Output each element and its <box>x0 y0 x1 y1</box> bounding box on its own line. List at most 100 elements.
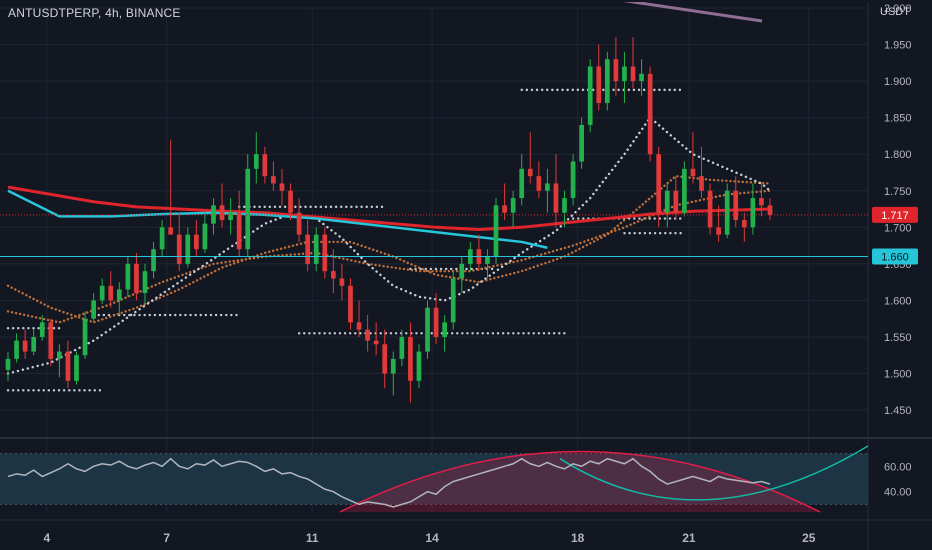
candle[interactable] <box>408 322 413 403</box>
candle[interactable] <box>48 318 54 367</box>
last-price-label: 1.717 <box>872 206 918 223</box>
candle[interactable] <box>288 183 293 220</box>
candle[interactable] <box>14 333 19 363</box>
candle[interactable] <box>194 220 199 257</box>
candle[interactable] <box>570 154 576 206</box>
candle[interactable] <box>510 190 516 228</box>
candle[interactable] <box>733 176 739 228</box>
candle[interactable] <box>639 59 644 96</box>
x-tick-label: 7 <box>163 531 170 545</box>
candle[interactable] <box>39 315 45 341</box>
candle-body <box>262 154 268 177</box>
candle[interactable] <box>74 351 79 385</box>
candle[interactable] <box>690 132 696 184</box>
candle[interactable] <box>716 205 721 242</box>
candle[interactable] <box>159 220 165 257</box>
candle[interactable] <box>596 44 602 111</box>
x-tick-label: 4 <box>43 531 50 545</box>
candle[interactable] <box>296 198 302 242</box>
candle[interactable] <box>5 351 11 381</box>
candle[interactable] <box>57 344 62 378</box>
candle[interactable] <box>767 198 773 220</box>
level-price-label: 1.660 <box>872 248 918 265</box>
candle[interactable] <box>741 212 747 242</box>
candle[interactable] <box>724 183 730 239</box>
candle[interactable] <box>485 249 490 279</box>
candle[interactable] <box>151 241 156 279</box>
candle[interactable] <box>450 271 456 330</box>
candle[interactable] <box>322 227 328 279</box>
candle[interactable] <box>527 132 533 184</box>
candle[interactable] <box>664 183 670 228</box>
candle[interactable] <box>262 146 268 184</box>
candle[interactable] <box>416 344 422 389</box>
candle[interactable] <box>536 161 542 199</box>
candle-body <box>142 271 148 294</box>
candle[interactable] <box>305 220 311 272</box>
candle[interactable] <box>176 212 182 272</box>
candle[interactable] <box>65 340 71 389</box>
candle[interactable] <box>433 293 439 345</box>
candle[interactable] <box>313 227 319 272</box>
candle[interactable] <box>142 263 148 305</box>
y-tick-label: 1.600 <box>884 295 912 307</box>
candle[interactable] <box>759 183 764 217</box>
candle[interactable] <box>425 300 430 359</box>
candle[interactable] <box>168 139 174 235</box>
candle[interactable] <box>91 293 96 323</box>
candle[interactable] <box>382 329 388 389</box>
candle[interactable] <box>604 51 610 111</box>
candle[interactable] <box>613 37 619 96</box>
candle[interactable] <box>699 146 704 199</box>
candle[interactable] <box>108 271 114 308</box>
y-tick-label: 1.850 <box>884 113 912 125</box>
candle[interactable] <box>587 59 593 133</box>
candle-body <box>194 234 199 250</box>
candle[interactable] <box>99 278 105 305</box>
y-tick-label: 1.700 <box>884 222 912 234</box>
candle[interactable] <box>253 132 259 184</box>
candle[interactable] <box>228 198 233 235</box>
candle[interactable] <box>356 300 362 337</box>
candle-body <box>91 300 96 319</box>
candle[interactable] <box>339 263 345 301</box>
candle[interactable] <box>271 161 276 191</box>
candle[interactable] <box>630 37 636 89</box>
candle[interactable] <box>116 282 122 316</box>
candle[interactable] <box>219 183 225 228</box>
candle[interactable] <box>750 183 756 235</box>
candle[interactable] <box>125 256 131 297</box>
candle[interactable] <box>459 256 465 294</box>
candle[interactable] <box>31 329 37 356</box>
candle[interactable] <box>442 315 448 352</box>
candle[interactable] <box>622 51 627 104</box>
candle[interactable] <box>519 154 525 206</box>
candle[interactable] <box>390 351 396 396</box>
candle[interactable] <box>656 146 662 228</box>
candle[interactable] <box>502 183 507 220</box>
candle[interactable] <box>647 66 653 162</box>
candle[interactable] <box>399 329 405 367</box>
candle[interactable] <box>202 212 208 253</box>
candle[interactable] <box>245 154 251 257</box>
candle[interactable] <box>185 227 191 268</box>
candle[interactable] <box>22 329 28 359</box>
candle[interactable] <box>673 176 679 220</box>
candle-body <box>562 198 567 213</box>
candle[interactable] <box>236 190 242 257</box>
candle[interactable] <box>134 252 139 301</box>
candle[interactable] <box>373 322 379 356</box>
candle-body <box>682 168 687 213</box>
candle-body <box>553 183 559 213</box>
candle[interactable] <box>279 168 285 206</box>
candle[interactable] <box>82 311 88 359</box>
candle[interactable] <box>682 161 687 217</box>
candle[interactable] <box>348 278 353 330</box>
candle[interactable] <box>562 190 567 228</box>
candle[interactable] <box>579 117 584 169</box>
candle[interactable] <box>365 315 370 352</box>
candle[interactable] <box>493 198 499 264</box>
candle[interactable] <box>545 168 550 213</box>
candle[interactable] <box>707 183 713 235</box>
